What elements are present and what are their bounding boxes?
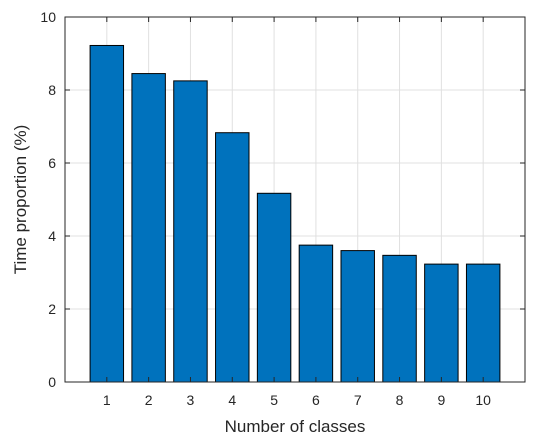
- x-tick-label: 2: [145, 392, 153, 408]
- x-axis-label: Number of classes: [225, 417, 366, 436]
- y-tick-label: 10: [40, 9, 56, 25]
- bar-1: [89, 44, 125, 383]
- y-tick-label: 6: [48, 155, 56, 171]
- x-tick-label: 6: [312, 392, 320, 408]
- y-axis-label: Time proportion (%): [11, 125, 30, 275]
- bars-group: [89, 44, 501, 383]
- x-tick-label: 10: [475, 392, 491, 408]
- bar-9: [424, 263, 459, 383]
- axes-box: [64, 16, 526, 383]
- x-tick-label: 7: [354, 392, 362, 408]
- x-tick-label: 8: [396, 392, 404, 408]
- x-tick-label: 5: [270, 392, 278, 408]
- bar-10: [465, 263, 501, 383]
- x-tick-label: 9: [437, 392, 445, 408]
- y-tick-label: 4: [48, 228, 56, 244]
- y-tick-label: 8: [48, 82, 56, 98]
- x-tick-label: 4: [228, 392, 236, 408]
- bar-2: [131, 73, 166, 383]
- bar-5: [256, 192, 292, 383]
- bar-4: [215, 132, 250, 383]
- bar-3: [173, 80, 208, 383]
- bar-7: [340, 250, 375, 383]
- bar-6: [298, 244, 334, 383]
- x-tick-label: 1: [103, 392, 111, 408]
- y-tick-label: 2: [48, 301, 56, 317]
- x-tick-label: 3: [187, 392, 195, 408]
- y-tick-label: 0: [48, 374, 56, 390]
- bar-8: [382, 254, 417, 383]
